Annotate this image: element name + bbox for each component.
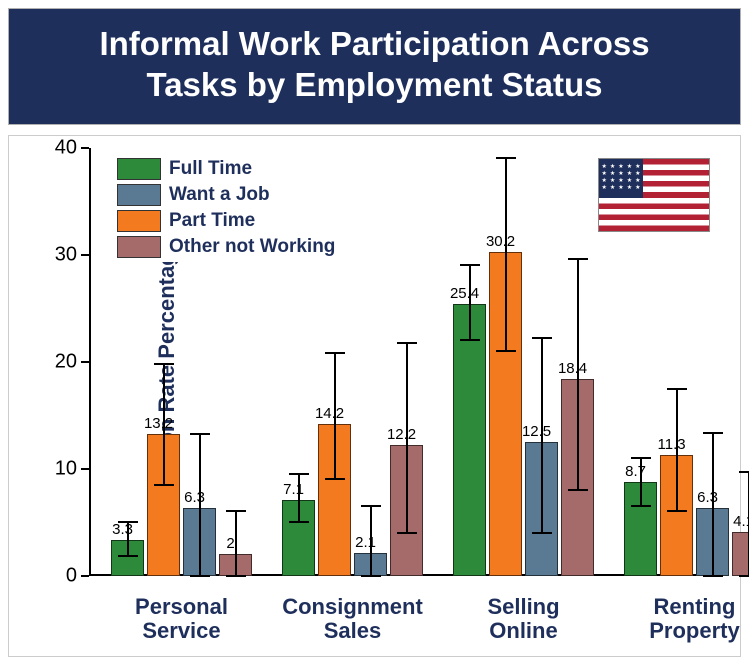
error-bar bbox=[199, 434, 201, 575]
category-label: RentingProperty bbox=[620, 595, 749, 643]
legend-swatch bbox=[117, 236, 161, 258]
error-bar bbox=[505, 158, 507, 351]
bar bbox=[453, 304, 486, 576]
bar-value-label: 7.1 bbox=[283, 481, 304, 498]
y-axis bbox=[89, 148, 91, 576]
error-cap bbox=[532, 337, 552, 339]
category-label: SellingOnline bbox=[449, 595, 599, 643]
error-bar bbox=[406, 343, 408, 532]
error-cap bbox=[631, 505, 651, 507]
chart-title: Informal Work Participation Across Tasks… bbox=[8, 8, 741, 125]
error-cap bbox=[667, 388, 687, 390]
error-bar bbox=[235, 511, 237, 575]
bar-value-label: 3.3 bbox=[112, 521, 133, 538]
bar-value-label: 6.3 bbox=[184, 489, 205, 506]
bar-value-label: 6.3 bbox=[697, 489, 718, 506]
legend-label: Want a Job bbox=[169, 184, 270, 206]
legend-label: Full Time bbox=[169, 158, 252, 180]
bar-value-label: 2.1 bbox=[355, 534, 376, 551]
error-bar bbox=[712, 433, 714, 575]
plot-area: Full Time Want a Job Part Time Other not Wo… bbox=[89, 148, 722, 576]
error-cap bbox=[739, 471, 749, 473]
bar-value-label: 12.5 bbox=[522, 423, 551, 440]
error-cap bbox=[361, 575, 381, 577]
chart-container: Participation Rate Percentage Full TimeW… bbox=[8, 135, 741, 657]
error-cap bbox=[289, 521, 309, 523]
legend-item: Want a Job bbox=[117, 184, 335, 206]
usa-flag-icon: ★★★★★ ★★★★★ ★★★★★ ★★★★★ bbox=[598, 158, 710, 232]
error-cap bbox=[739, 575, 749, 577]
title-line-2: Tasks by Employment Status bbox=[146, 66, 602, 103]
error-cap bbox=[703, 432, 723, 434]
error-cap bbox=[118, 555, 138, 557]
y-tick bbox=[81, 147, 89, 149]
error-cap bbox=[397, 342, 417, 344]
bar-value-label: 18.4 bbox=[558, 360, 587, 377]
error-cap bbox=[154, 363, 174, 365]
bar-value-label: 8.7 bbox=[625, 463, 646, 480]
legend-label: Other not Working bbox=[169, 236, 335, 258]
error-cap bbox=[496, 350, 516, 352]
y-tick-label: 10 bbox=[55, 457, 77, 480]
y-tick-label: 0 bbox=[66, 564, 77, 587]
y-tick-label: 30 bbox=[55, 243, 77, 266]
legend-item: Other not Working bbox=[117, 236, 335, 258]
flag-canton: ★★★★★ ★★★★★ ★★★★★ ★★★★★ bbox=[599, 159, 643, 198]
y-tick bbox=[81, 575, 89, 577]
error-cap bbox=[325, 352, 345, 354]
bar-value-label: 11.3 bbox=[658, 436, 686, 453]
error-cap bbox=[361, 505, 381, 507]
error-cap bbox=[667, 510, 687, 512]
error-cap bbox=[226, 575, 246, 577]
error-cap bbox=[703, 575, 723, 577]
y-tick bbox=[81, 468, 89, 470]
legend-swatch bbox=[117, 184, 161, 206]
error-bar bbox=[577, 259, 579, 490]
title-line-1: Informal Work Participation Across bbox=[99, 25, 649, 62]
legend-item: Full Time bbox=[117, 158, 335, 180]
category-label: PersonalService bbox=[107, 595, 257, 643]
bar bbox=[732, 532, 749, 576]
error-cap bbox=[154, 484, 174, 486]
error-cap bbox=[397, 532, 417, 534]
error-cap bbox=[496, 157, 516, 159]
error-cap bbox=[118, 521, 138, 523]
bar-value-label: 25.4 bbox=[450, 285, 479, 302]
error-bar bbox=[298, 474, 300, 522]
error-cap bbox=[325, 478, 345, 480]
bar-value-label: 13.2 bbox=[144, 415, 173, 432]
error-cap bbox=[568, 258, 588, 260]
error-bar bbox=[469, 265, 471, 340]
bar-value-label: 30.2 bbox=[486, 233, 515, 250]
bar-value-label: 12.2 bbox=[387, 426, 416, 443]
error-cap bbox=[190, 433, 210, 435]
error-cap bbox=[190, 575, 210, 577]
bar-value-label: 14.2 bbox=[315, 405, 344, 422]
error-cap bbox=[568, 489, 588, 491]
error-bar bbox=[334, 353, 336, 479]
error-cap bbox=[460, 339, 480, 341]
bar-value-label: 2 bbox=[226, 535, 234, 552]
y-tick-label: 20 bbox=[55, 350, 77, 373]
legend: Full Time Want a Job Part Time Other not Wo… bbox=[117, 154, 335, 262]
y-tick bbox=[81, 254, 89, 256]
error-bar bbox=[163, 364, 165, 485]
error-bar bbox=[676, 389, 678, 511]
legend-label: Part Time bbox=[169, 210, 255, 232]
error-cap bbox=[289, 473, 309, 475]
error-bar bbox=[127, 522, 129, 556]
error-cap bbox=[532, 532, 552, 534]
error-cap bbox=[460, 264, 480, 266]
y-tick-label: 40 bbox=[55, 136, 77, 159]
y-tick bbox=[81, 361, 89, 363]
error-bar bbox=[541, 338, 543, 533]
error-bar bbox=[370, 506, 372, 576]
legend-swatch bbox=[117, 158, 161, 180]
category-label: ConsignmentSales bbox=[278, 595, 428, 643]
error-cap bbox=[226, 510, 246, 512]
error-bar bbox=[640, 458, 642, 506]
legend-item: Part Time bbox=[117, 210, 335, 232]
error-cap bbox=[631, 457, 651, 459]
legend-swatch bbox=[117, 210, 161, 232]
